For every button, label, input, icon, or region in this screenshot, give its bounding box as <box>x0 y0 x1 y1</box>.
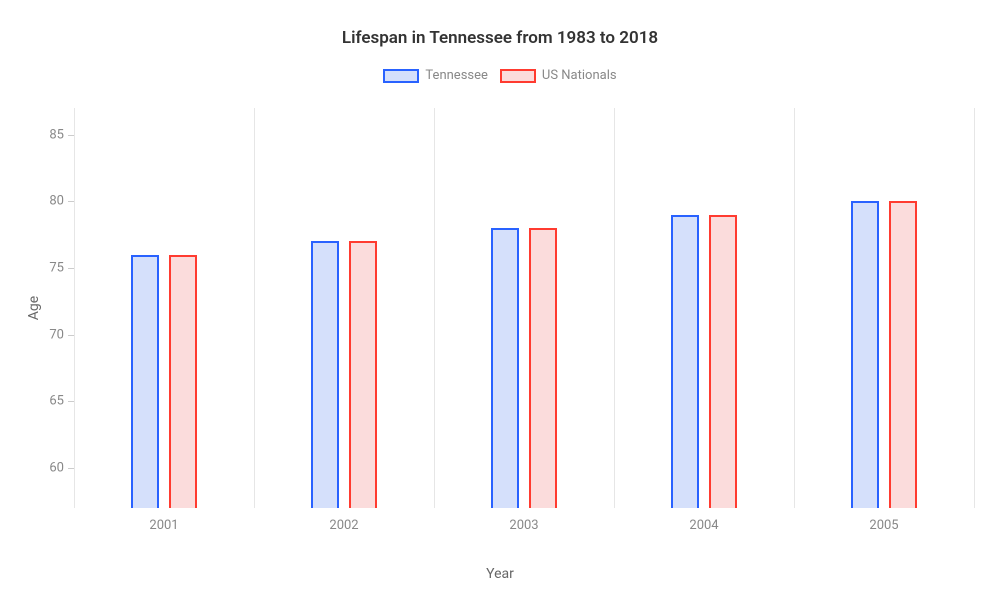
x-tick-label: 2005 <box>869 518 898 533</box>
y-tick-label: 60 <box>49 461 64 476</box>
bar <box>169 255 197 508</box>
x-axis-title: Year <box>486 566 514 582</box>
x-tick-label: 2001 <box>149 518 178 533</box>
gridline <box>614 108 615 508</box>
gridline <box>434 108 435 508</box>
y-tick-mark <box>68 401 74 402</box>
gridline <box>74 108 75 508</box>
x-tick-label: 2003 <box>509 518 538 533</box>
x-tick-label: 2002 <box>329 518 358 533</box>
legend-label: Tennessee <box>425 68 487 83</box>
y-tick-label: 70 <box>49 327 64 342</box>
legend-swatch <box>383 69 419 83</box>
bar <box>491 228 519 508</box>
bar <box>529 228 557 508</box>
legend-item: Tennessee <box>383 68 487 83</box>
y-tick-mark <box>68 135 74 136</box>
y-tick-mark <box>68 335 74 336</box>
y-tick-label: 85 <box>49 127 64 142</box>
bar <box>671 215 699 508</box>
legend: Tennessee US Nationals <box>0 68 1000 83</box>
chart-title: Lifespan in Tennessee from 1983 to 2018 <box>0 0 1000 48</box>
bar <box>311 241 339 508</box>
gridline <box>974 108 975 508</box>
bar <box>131 255 159 508</box>
bar <box>709 215 737 508</box>
legend-item: US Nationals <box>500 68 617 83</box>
y-tick-label: 75 <box>49 261 64 276</box>
x-tick-label: 2004 <box>689 518 718 533</box>
y-tick-mark <box>68 268 74 269</box>
legend-swatch <box>500 69 536 83</box>
legend-label: US Nationals <box>542 68 617 83</box>
y-tick-label: 65 <box>49 394 64 409</box>
y-axis-title: Age <box>26 296 42 320</box>
y-tick-label: 80 <box>49 194 64 209</box>
y-tick-mark <box>68 468 74 469</box>
gridline <box>794 108 795 508</box>
gridline <box>254 108 255 508</box>
bar <box>349 241 377 508</box>
plot-area: 60657075808520012002200320042005 <box>74 108 974 508</box>
bar <box>889 201 917 508</box>
y-tick-mark <box>68 201 74 202</box>
bar <box>851 201 879 508</box>
